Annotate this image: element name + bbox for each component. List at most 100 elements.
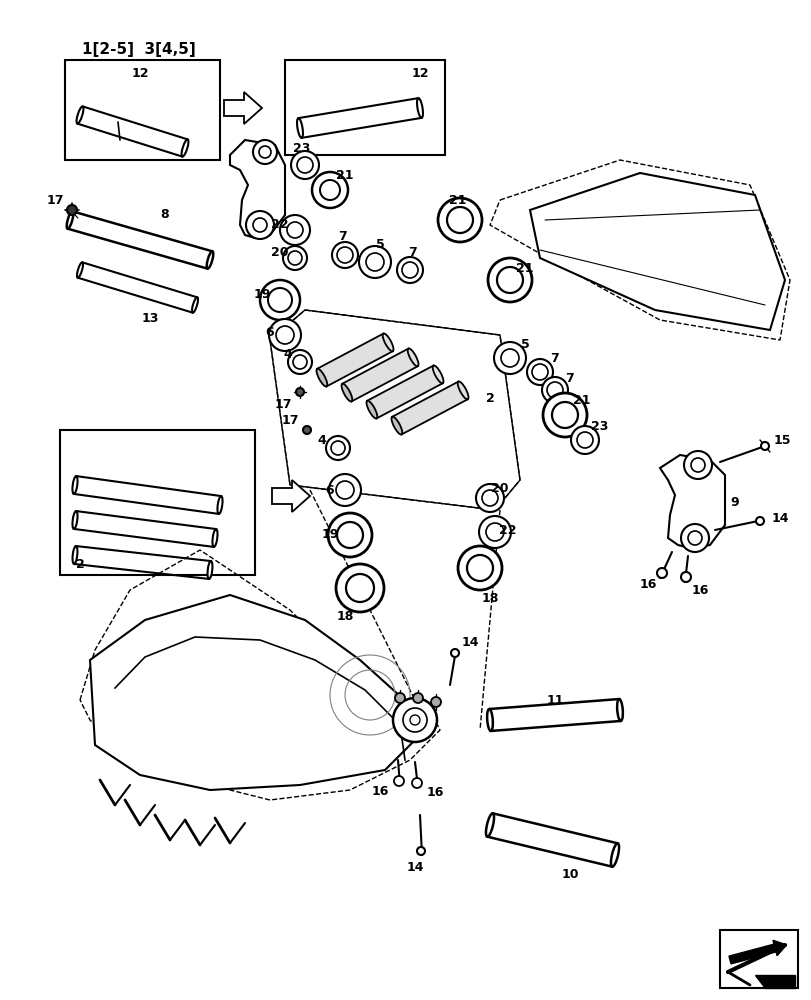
Text: 1[2-5]  3[4,5]: 1[2-5] 3[4,5] [82,42,195,57]
Circle shape [337,522,363,548]
Circle shape [253,140,277,164]
Ellipse shape [67,211,73,229]
Text: 9: 9 [730,495,738,508]
Circle shape [268,319,301,351]
Circle shape [680,524,708,552]
Circle shape [487,258,531,302]
Bar [65,60,220,160]
Ellipse shape [526,359,552,385]
Ellipse shape [207,251,213,269]
Circle shape [437,198,482,242]
Ellipse shape [366,401,377,419]
Polygon shape [230,140,285,238]
Text: 20: 20 [271,245,289,258]
Ellipse shape [417,98,423,118]
Circle shape [760,442,768,450]
Text: 22: 22 [499,524,516,536]
Ellipse shape [337,247,353,263]
Ellipse shape [72,476,77,494]
Circle shape [570,426,599,454]
Circle shape [280,215,310,245]
Polygon shape [317,334,393,386]
Circle shape [410,715,419,725]
Text: 5: 5 [375,237,384,250]
Text: 23: 23 [293,142,311,155]
Circle shape [259,146,271,158]
Circle shape [755,517,763,525]
Ellipse shape [293,355,307,369]
Text: 16: 16 [371,785,388,798]
Polygon shape [530,173,784,330]
Circle shape [345,574,374,602]
Ellipse shape [332,242,358,268]
Circle shape [551,402,577,428]
Circle shape [328,513,371,557]
Polygon shape [341,349,418,401]
Circle shape [288,251,302,265]
Ellipse shape [401,262,418,278]
Text: 8: 8 [161,209,169,222]
Text: 13: 13 [141,312,158,324]
Ellipse shape [493,342,526,374]
Text: 11: 11 [546,694,563,706]
Ellipse shape [485,813,493,837]
Text: 15: 15 [772,434,790,446]
Ellipse shape [325,436,350,460]
Ellipse shape [382,333,393,351]
Circle shape [336,481,354,499]
Circle shape [336,564,384,612]
Circle shape [496,267,522,293]
Circle shape [276,326,294,344]
Text: 16: 16 [690,584,708,596]
Text: 4: 4 [317,434,326,446]
Ellipse shape [366,253,384,271]
Circle shape [413,693,423,703]
Circle shape [478,516,510,548]
Circle shape [411,778,422,788]
Text: 2: 2 [485,391,494,404]
Polygon shape [754,975,794,988]
Text: 14: 14 [461,637,478,650]
Ellipse shape [457,381,468,399]
Ellipse shape [432,365,443,383]
Text: 2: 2 [75,558,84,572]
Text: 17: 17 [274,398,291,412]
Ellipse shape [407,348,418,366]
Circle shape [680,572,690,582]
Ellipse shape [217,496,222,514]
Text: 14: 14 [406,861,423,874]
Text: 22: 22 [271,218,289,231]
Ellipse shape [391,417,401,435]
Circle shape [320,180,340,200]
Circle shape [253,218,267,232]
Ellipse shape [487,709,492,731]
Circle shape [690,458,704,472]
Circle shape [486,523,504,541]
Text: 20: 20 [491,482,508,494]
Ellipse shape [500,349,518,367]
Circle shape [303,426,311,434]
Polygon shape [367,366,442,418]
Circle shape [656,568,666,578]
Ellipse shape [72,511,77,529]
Text: 21: 21 [336,169,354,182]
Text: 16: 16 [638,578,656,591]
Ellipse shape [358,246,391,278]
Circle shape [577,432,592,448]
Circle shape [466,555,492,581]
Circle shape [402,708,427,732]
Ellipse shape [297,118,303,138]
Ellipse shape [191,297,198,313]
Ellipse shape [72,546,77,564]
FancyArrow shape [728,940,786,964]
Circle shape [290,151,319,179]
Circle shape [67,205,77,215]
Ellipse shape [547,382,562,398]
Text: 12: 12 [410,67,428,80]
Ellipse shape [531,364,547,380]
Ellipse shape [76,106,84,124]
Circle shape [393,698,436,742]
Circle shape [311,172,348,208]
Polygon shape [659,455,724,548]
Circle shape [393,776,404,786]
